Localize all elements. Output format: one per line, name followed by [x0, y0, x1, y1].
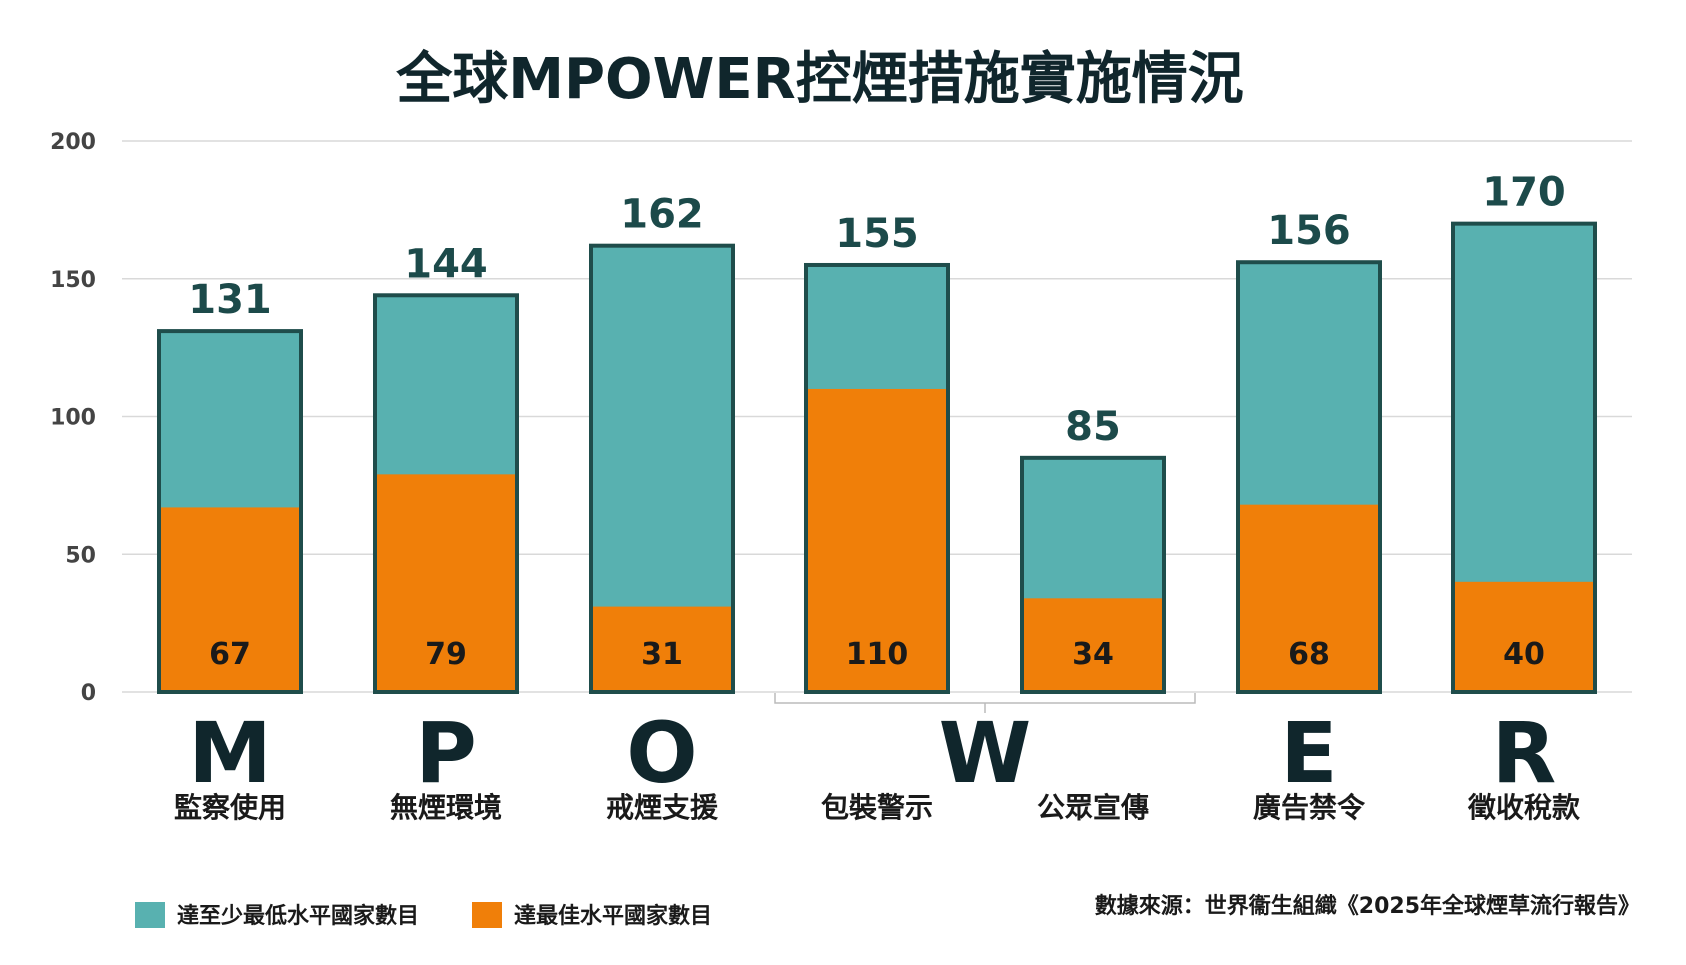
- bar-best: [375, 474, 517, 692]
- best-value-label: 40: [1503, 637, 1545, 672]
- category-label: 監察使用: [174, 791, 286, 824]
- total-value-label: 155: [835, 211, 919, 257]
- category-labels: 監察使用 無煙環境 戒煙支援 包裝警示 公眾宣傳 廣告禁令 徵收稅款 M P O W E R: [174, 693, 1581, 824]
- category-label: 包裝警示: [821, 791, 933, 824]
- y-tick-label: 100: [50, 406, 96, 431]
- bar-outline: [1020, 455, 1166, 695]
- group-letter: E: [1280, 704, 1337, 802]
- legend-swatch: [135, 902, 165, 928]
- legend-label: 達至少最低水平國家數目: [177, 903, 419, 929]
- total-value-label: 144: [404, 241, 488, 287]
- total-value-label: 162: [620, 192, 704, 238]
- y-axis-ticks: 0 50 100 150 200: [50, 130, 96, 706]
- category-label: 戒煙支援: [606, 791, 719, 824]
- bars: [157, 221, 1597, 695]
- best-value-label: 110: [846, 637, 909, 672]
- legend-swatch: [472, 902, 502, 928]
- bar-best: [159, 507, 301, 692]
- bar-outline: [1236, 260, 1382, 694]
- bar-best: [1453, 581, 1595, 692]
- chart-title: 全球MPOWER控煙措施實施情況: [395, 47, 1244, 112]
- bar-outline: [804, 262, 950, 694]
- source-note: 數據來源：世界衞生組織《2025年全球煙草流行報告》: [1095, 893, 1640, 919]
- category-label: 廣告禁令: [1253, 791, 1366, 824]
- best-value-label: 34: [1072, 637, 1114, 672]
- bar-outline: [589, 243, 735, 694]
- group-letter: O: [626, 704, 697, 802]
- total-value-label: 85: [1065, 404, 1121, 450]
- bar-outline: [1451, 221, 1597, 694]
- bar-best: [806, 388, 948, 692]
- category-label: 無煙環境: [390, 791, 502, 824]
- total-value-label: 131: [188, 277, 272, 323]
- data-labels: 131 67 144 79 162 31 155 110 85 34 156 68 170 40: [188, 170, 1566, 672]
- y-tick-label: 0: [81, 681, 96, 706]
- legend: 達至少最低水平國家數目 達最佳水平國家數目: [135, 902, 712, 929]
- category-label: 公眾宣傳: [1037, 791, 1149, 824]
- bar-best: [1238, 504, 1380, 692]
- bar-best: [1022, 598, 1164, 692]
- y-tick-label: 200: [50, 130, 96, 155]
- y-tick-label: 50: [65, 543, 96, 568]
- group-letter: W: [939, 704, 1032, 802]
- bar-outline: [157, 329, 303, 694]
- category-label: 徵收稅款: [1467, 791, 1581, 824]
- y-tick-label: 150: [50, 268, 96, 293]
- total-value-label: 156: [1267, 208, 1351, 254]
- group-letter: R: [1492, 704, 1557, 802]
- best-value-label: 68: [1288, 637, 1330, 672]
- bar-outline: [373, 293, 519, 694]
- best-value-label: 79: [425, 637, 467, 672]
- best-value-label: 31: [641, 637, 683, 672]
- best-value-label: 67: [209, 637, 251, 672]
- bar-best: [591, 606, 733, 692]
- group-letter: M: [188, 704, 272, 802]
- legend-label: 達最佳水平國家數目: [514, 903, 712, 929]
- total-value-label: 170: [1482, 170, 1566, 216]
- group-bracket: [774, 693, 1196, 713]
- group-letter: P: [415, 704, 477, 802]
